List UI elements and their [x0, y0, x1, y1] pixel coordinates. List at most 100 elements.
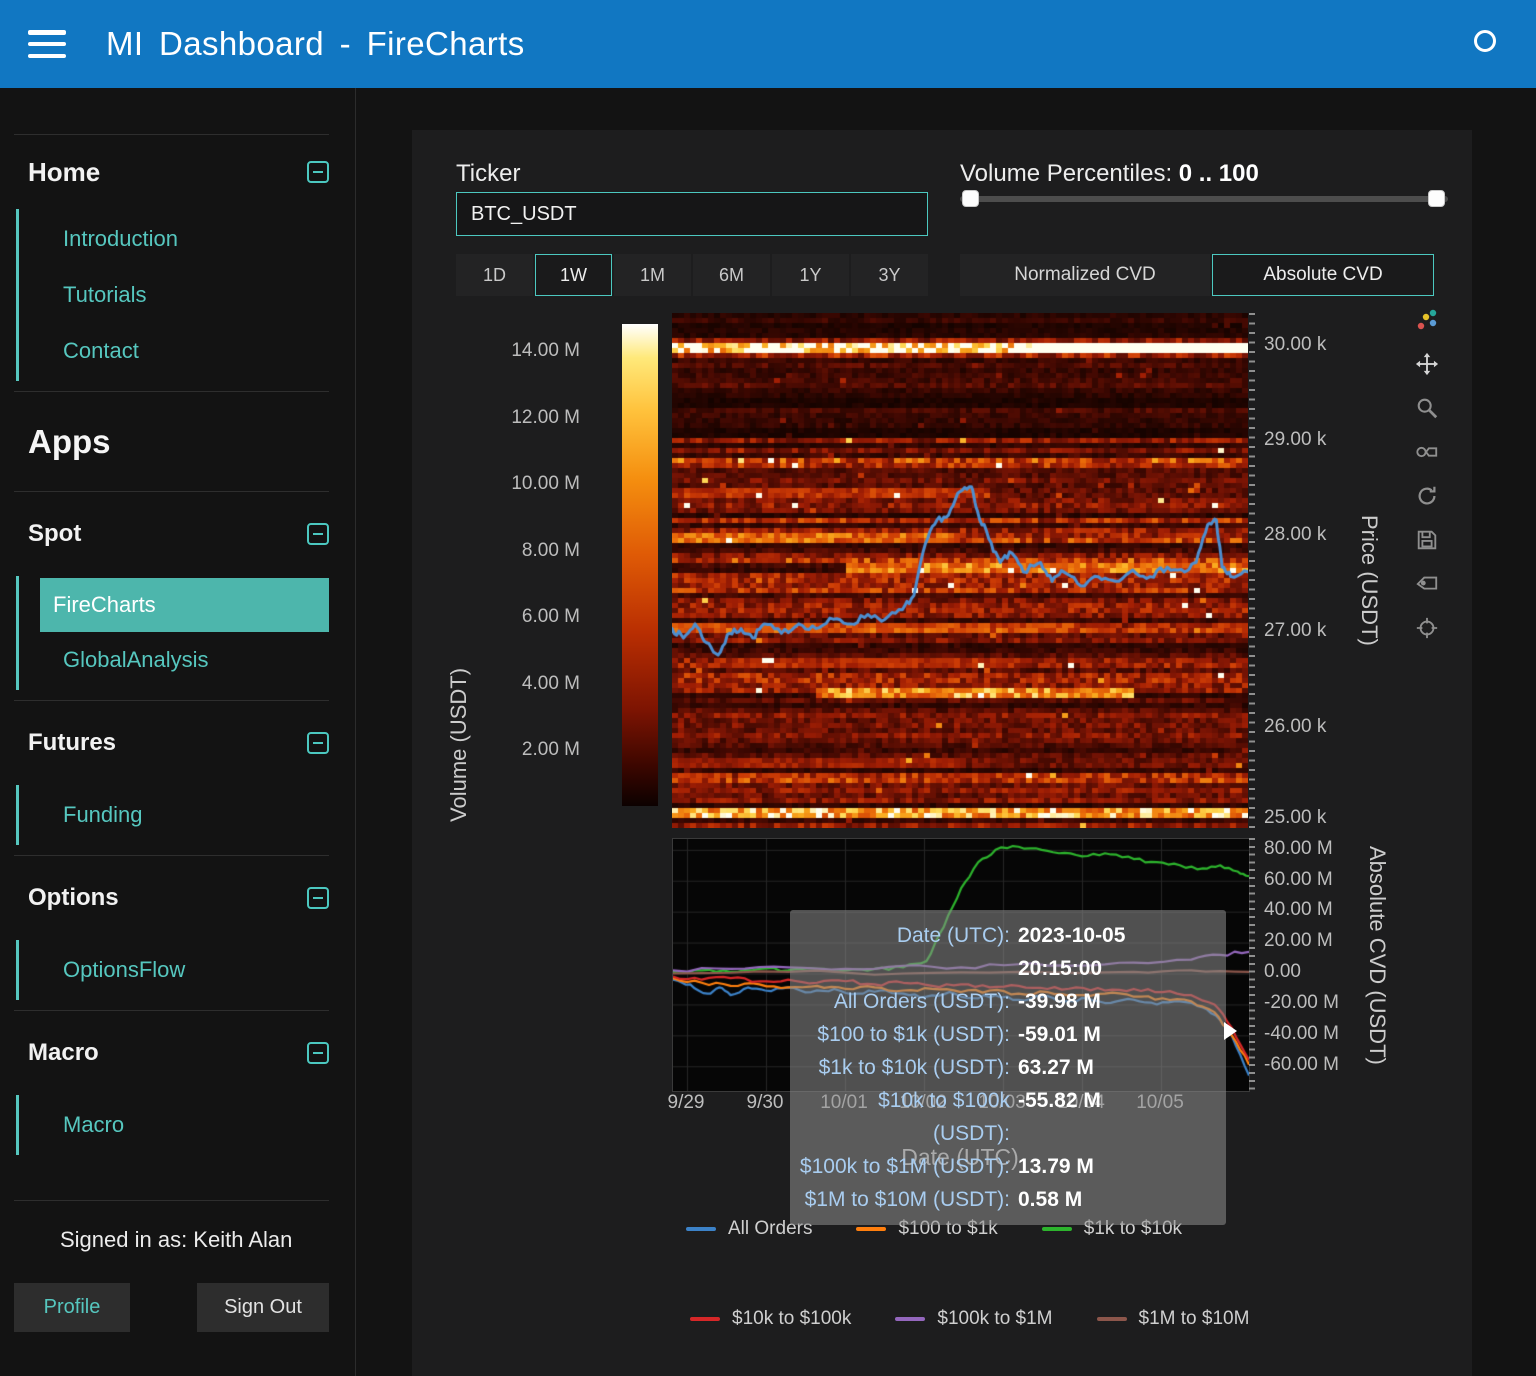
- collapse-futures-icon[interactable]: [307, 732, 329, 754]
- signed-in-text: Signed in as: Keith Alan: [0, 1201, 355, 1283]
- options-section-title: Options: [28, 884, 119, 912]
- sidebar-item-globalanalysis[interactable]: GlobalAnalysis: [19, 632, 329, 688]
- price-minor-ticks: [1249, 313, 1255, 828]
- tooltip-label: $100k to $1M (USDT):: [798, 1150, 1010, 1183]
- sidebar-item-contact[interactable]: Contact: [19, 323, 329, 379]
- tooltip-label: Date (UTC):: [798, 919, 1010, 985]
- fire-heatmap-canvas[interactable]: [672, 313, 1248, 828]
- menu-icon[interactable]: [28, 30, 66, 58]
- legend-item[interactable]: $100k to $1M: [895, 1308, 1052, 1330]
- legend-swatch: [686, 1227, 716, 1231]
- cvd-tick: 0.00: [1264, 961, 1374, 983]
- volume-percentiles-value: 0 .. 100: [1179, 160, 1259, 187]
- price-tick: 26.00 k: [1264, 716, 1356, 738]
- sidebar-section-options: Options: [0, 856, 355, 940]
- sidebar-item-firecharts[interactable]: FireCharts: [40, 578, 329, 632]
- volume-percentiles-label: Volume Percentiles: 0 .. 100: [960, 160, 1259, 188]
- legend-label: $10k to $100k: [732, 1308, 851, 1330]
- sidebar-section-spot: Spot: [0, 492, 355, 576]
- profile-button[interactable]: Profile: [14, 1283, 130, 1332]
- sign-out-button[interactable]: Sign Out: [197, 1283, 329, 1332]
- colorbar-tick: 8.00 M: [432, 540, 580, 562]
- legend-item[interactable]: $10k to $100k: [690, 1308, 851, 1330]
- slider-handle-max[interactable]: [1428, 190, 1445, 207]
- main-card: Ticker 1D 1W 1M 6M 1Y 3Y Volume Percenti…: [412, 130, 1472, 1376]
- macro-section-title: Macro: [28, 1039, 99, 1067]
- collapse-spot-icon[interactable]: [307, 523, 329, 545]
- app-header: MI Dashboard - FireCharts: [0, 0, 1536, 88]
- price-tick: 28.00 k: [1264, 524, 1356, 546]
- tooltip-value: 63.27 M: [1018, 1051, 1212, 1084]
- price-tick: 25.00 k: [1264, 807, 1356, 829]
- cvd-button-group: Normalized CVD Absolute CVD: [960, 254, 1434, 296]
- x-tick: 9/29: [651, 1092, 721, 1114]
- tooltip-label: All Orders (USDT):: [798, 985, 1010, 1018]
- tooltip-label: $10k to $100k (USDT):: [798, 1084, 1010, 1150]
- ticker-label: Ticker: [456, 160, 520, 188]
- plotly-modebar: [1408, 306, 1446, 642]
- spot-nav-group: FireCharts GlobalAnalysis: [16, 576, 329, 690]
- legend-swatch: [1042, 1227, 1072, 1231]
- range-1m-button[interactable]: 1M: [614, 254, 691, 296]
- range-6m-button[interactable]: 6M: [693, 254, 770, 296]
- zoom-icon[interactable]: [1413, 394, 1441, 422]
- sidebar-section-home: Home: [0, 135, 355, 209]
- tooltip-value: 13.79 M: [1018, 1150, 1212, 1183]
- sidebar-item-optionsflow[interactable]: OptionsFlow: [19, 942, 329, 998]
- range-1d-button[interactable]: 1D: [456, 254, 533, 296]
- cvd-tick: 40.00 M: [1264, 899, 1374, 921]
- pan-icon[interactable]: [1413, 350, 1441, 378]
- autoscale-icon[interactable]: [1413, 482, 1441, 510]
- app-root: MI Dashboard - FireCharts Home Introduct…: [0, 0, 1536, 1376]
- range-3y-button[interactable]: 3Y: [851, 254, 928, 296]
- range-1y-button[interactable]: 1Y: [772, 254, 849, 296]
- cvd-minor-ticks: [1249, 838, 1255, 1090]
- ticker-input[interactable]: [456, 192, 928, 236]
- legend-swatch: [856, 1227, 886, 1231]
- hover-label-icon[interactable]: [1413, 570, 1441, 598]
- legend-swatch: [690, 1317, 720, 1321]
- cvd-tick: -40.00 M: [1264, 1023, 1374, 1045]
- options-nav-group: OptionsFlow: [16, 940, 329, 1000]
- save-icon[interactable]: [1413, 526, 1441, 554]
- collapse-home-icon[interactable]: [307, 161, 329, 183]
- tooltip-label: $1k to $10k (USDT):: [798, 1051, 1010, 1084]
- collapse-options-icon[interactable]: [307, 887, 329, 909]
- tooltip-label: $1M to $10M (USDT):: [798, 1183, 1010, 1216]
- normalized-cvd-button[interactable]: Normalized CVD: [960, 254, 1210, 296]
- legend-item[interactable]: $1M to $10M: [1097, 1308, 1250, 1330]
- volume-colorbar: [622, 324, 658, 806]
- colorbar-tick: 12.00 M: [432, 407, 580, 429]
- sidebar: Home Introduction Tutorials Contact Apps…: [0, 88, 356, 1376]
- futures-nav-group: Funding: [16, 785, 329, 845]
- legend-row-2: $10k to $100k $100k to $1M $1M to $10M: [672, 1308, 1272, 1330]
- tooltip-value: 0.58 M: [1018, 1183, 1212, 1216]
- futures-section-title: Futures: [28, 729, 116, 757]
- home-section-title: Home: [28, 157, 100, 188]
- hover-compare-icon[interactable]: [1413, 438, 1441, 466]
- absolute-cvd-button[interactable]: Absolute CVD: [1212, 254, 1434, 296]
- volume-percentiles-slider[interactable]: [960, 196, 1448, 202]
- sidebar-item-introduction[interactable]: Introduction: [19, 211, 329, 267]
- cvd-tick: 20.00 M: [1264, 930, 1374, 952]
- sidebar-item-funding[interactable]: Funding: [19, 787, 329, 843]
- plotly-logo-icon[interactable]: [1413, 306, 1441, 334]
- range-1w-button[interactable]: 1W: [535, 254, 612, 296]
- spikeline-crosshair-icon[interactable]: [1413, 614, 1441, 642]
- sidebar-footer: Signed in as: Keith Alan Profile Sign Ou…: [0, 1200, 355, 1376]
- collapse-macro-icon[interactable]: [307, 1042, 329, 1064]
- sidebar-item-macro[interactable]: Macro: [19, 1097, 329, 1153]
- hover-tooltip: Date (UTC): 2023-10-05 20:15:00 All Orde…: [790, 910, 1226, 1225]
- colorbar-tick: 14.00 M: [432, 340, 580, 362]
- cvd-tick: -60.00 M: [1264, 1054, 1374, 1076]
- home-nav-group: Introduction Tutorials Contact: [16, 209, 329, 381]
- slider-handle-min[interactable]: [962, 190, 979, 207]
- volume-percentiles-caption: Volume Percentiles:: [960, 160, 1172, 187]
- tooltip-label: $100 to $1k (USDT):: [798, 1018, 1010, 1051]
- page-title: MI Dashboard - FireCharts: [106, 25, 525, 63]
- tooltip-value: -59.01 M: [1018, 1018, 1212, 1051]
- cvd-tick: -20.00 M: [1264, 992, 1374, 1014]
- price-tick: 27.00 k: [1264, 620, 1356, 642]
- sidebar-item-tutorials[interactable]: Tutorials: [19, 267, 329, 323]
- tooltip-value: -39.98 M: [1018, 985, 1212, 1018]
